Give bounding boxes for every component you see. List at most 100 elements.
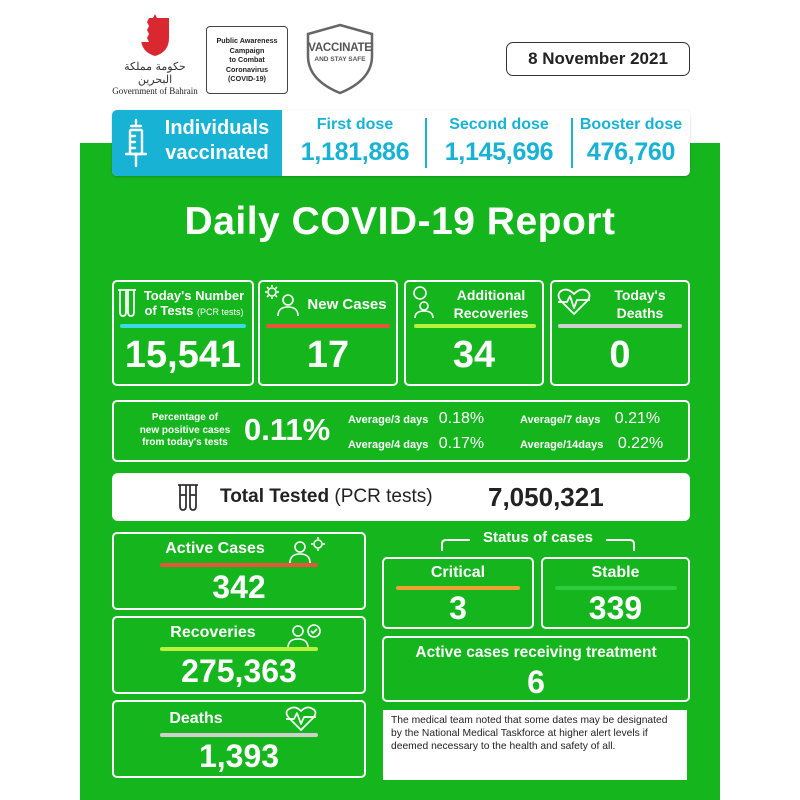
new-cases-value: 17 [306,334,350,376]
recoveries-accent-line [160,647,318,651]
average-label: Average/3 days [348,414,429,426]
status-bracket [441,539,635,551]
dose-value: 1,181,886 [300,138,410,166]
positivity-label-line: new positive cases [139,424,231,436]
syringe-icon [124,118,148,168]
average-4-days: Average/4 days 0.17% [348,435,484,453]
average-7-days: Average/7 days 0.21% [520,410,660,428]
critical-label: Critical [430,564,486,581]
vaccination-bar: Individuals vaccinated First dose 1,181,… [112,110,690,176]
shield-icon [306,23,374,95]
second-dose: Second dose 1,145,696 [428,114,570,168]
average-label: Average/14days [520,439,604,451]
campaign-line: (COVID-19) [228,74,266,84]
booster-dose: Booster dose 476,760 [574,114,688,168]
active-cases-value: 342 [212,569,266,605]
shield-subtitle: AND STAY SAFE [314,56,366,63]
heartbeat-icon [285,706,317,731]
average-value: 0.17% [438,435,485,452]
deaths-accent-line [558,324,682,328]
campaign-line: Public Awareness [216,36,278,46]
campaign-line: Coronavirus [225,64,269,74]
tests-label-line: Today's Number [143,288,245,303]
vacc-title-line: vaccinated [165,142,269,164]
positivity-label-line: Percentage of [151,412,219,423]
gov-arabic-name: حكومة مملكة البحرين [124,60,186,86]
deaths-label-line: Deaths [616,305,664,321]
total-tested-label-bold: Total Tested [220,486,330,507]
status-of-cases-title: Status of cases [482,529,594,546]
todays-tests-card: Today's Number of Tests (PCR tests) 15,5… [112,280,254,386]
test-tubes-icon [118,289,136,317]
tests-label: Today's Number of Tests (PCR tests) [136,288,252,320]
active-cases-card: Active Cases 342 [112,532,366,610]
additional-recoveries-label: Additional Recoveries [440,286,542,322]
recoveries-accent-line [414,324,536,328]
deaths-card: Deaths 1,393 [112,700,366,778]
stable-value: 339 [588,590,643,626]
positivity-value: 0.11% [244,412,331,447]
person-recovery-icon [287,624,321,649]
campaign-line: Campaign [229,45,265,55]
heartbeat-icon [557,288,591,315]
campaign-line: to Combat [229,55,265,65]
total-tested-label: Total Tested (PCR tests) [220,486,433,508]
recoveries-label: Recoveries [170,624,256,641]
tests-label-sub: (PCR tests) [197,307,244,317]
positivity-label: Percentage of new positive cases from to… [126,412,244,450]
recoveries-value: 275,363 [181,653,297,689]
vaccination-label-block: Individuals vaccinated [112,110,282,176]
new-cases-accent-line [266,324,390,328]
dose-label: Second dose [449,116,549,133]
government-of-bahrain-logo: حكومة مملكة البحرين Government of Bahrai… [110,14,200,96]
positivity-label-line: from today's tests [142,437,228,448]
tests-accent-line [120,324,246,328]
average-value: 0.18% [438,410,485,427]
tests-label-line: of Tests [144,303,194,318]
active-cases-label: Active Cases [165,540,265,557]
individuals-vaccinated-title: Individuals vaccinated [152,116,282,166]
dose-label: First dose [316,116,394,133]
deaths-label: Deaths [169,710,223,727]
todays-deaths-value: 0 [609,334,631,376]
first-dose: First dose 1,181,886 [286,114,424,168]
treatment-value: 6 [527,664,545,700]
average-value: 0.22% [617,435,664,452]
report-panel [80,143,720,800]
person-recovery-icon [413,286,434,319]
positivity-card: Percentage of new positive cases from to… [112,400,690,462]
additional-recoveries-card: Additional Recoveries 34 [404,280,544,386]
todays-deaths-label: Today's Deaths [592,286,688,322]
dose-value: 476,760 [586,138,676,166]
average-value: 0.21% [614,410,661,427]
recoveries-label-line: Additional [456,287,526,303]
average-label: Average/7 days [520,414,601,426]
stable-label: Stable [591,564,640,581]
report-date: 8 November 2021 [506,42,690,76]
shield-title: VACCINATE [308,42,372,54]
deaths-label-line: Today's [614,287,666,303]
average-14-days: Average/14days 0.22% [520,435,663,453]
vacc-title-line: Individuals [164,117,270,139]
dose-divider [425,118,427,168]
new-cases-card: New Cases 17 [258,280,398,386]
test-tubes-icon [178,484,198,511]
additional-recoveries-value: 34 [452,334,496,376]
average-3-days: Average/3 days 0.18% [348,410,484,428]
report-title: Daily COVID-19 Report [184,200,616,243]
active-cases-accent-line [160,563,318,567]
new-cases-label: New Cases [307,296,387,313]
dose-divider [571,118,573,168]
person-virus-icon [289,537,325,564]
treatment-label: Active cases receiving treatment [415,644,657,661]
tests-value: 15,541 [124,334,242,376]
critical-value: 3 [449,590,467,626]
average-label: Average/4 days [348,439,429,451]
recoveries-card: Recoveries 275,363 [112,616,366,694]
gov-english-name: Government of Bahrain [112,86,198,96]
todays-deaths-card: Today's Deaths 0 [550,280,690,386]
total-tested-bar: Total Tested (PCR tests) 7,050,321 [112,473,690,521]
bahrain-emblem-icon [141,14,169,56]
total-tested-label-rest: (PCR tests) [334,486,433,507]
vaccinate-shield-logo: VACCINATE AND STAY SAFE [300,22,380,96]
